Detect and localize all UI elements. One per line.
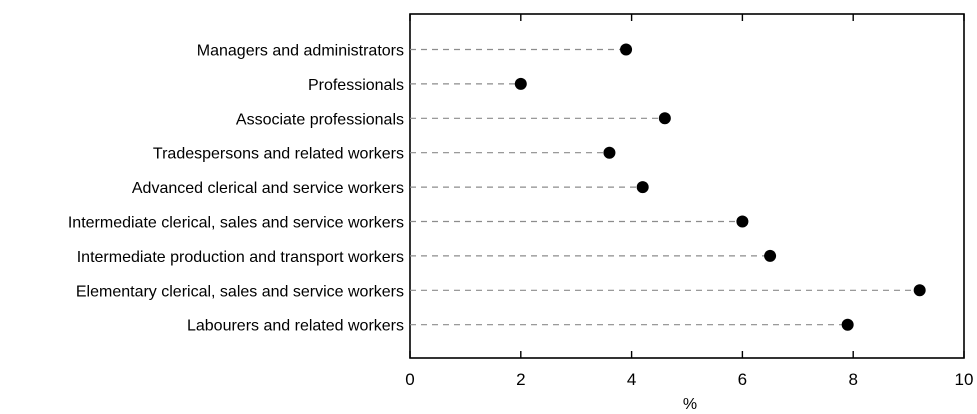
category-label: Intermediate production and transport wo… (77, 249, 404, 266)
x-axis-title: % (683, 396, 697, 413)
x-tick-label: 4 (627, 370, 636, 389)
x-tick-label: 0 (405, 370, 414, 389)
x-tick-labels: 0 2 4 6 8 10 (405, 370, 973, 389)
data-point (764, 249, 777, 262)
category-label: Labourers and related workers (187, 318, 404, 335)
category-label: Associate professionals (236, 111, 404, 128)
data-point (913, 284, 926, 297)
axis-ticks (409, 14, 965, 358)
x-tick-label: 8 (848, 370, 857, 389)
category-label: Tradespersons and related workers (153, 146, 404, 163)
data-point (636, 181, 649, 194)
data-point (620, 43, 633, 56)
category-labels: Managers and administrators Professionals… (68, 43, 404, 335)
plot-frame (409, 13, 965, 359)
data-point (841, 318, 854, 331)
category-label: Managers and administrators (197, 43, 404, 60)
data-points (514, 43, 926, 331)
category-label: Elementary clerical, sales and service w… (76, 283, 404, 300)
data-point (658, 112, 671, 125)
leader-lines (410, 48, 920, 326)
category-label: Intermediate clerical, sales and service… (68, 215, 404, 232)
data-point (736, 215, 749, 228)
x-tick-label: 10 (955, 370, 974, 389)
category-label: Advanced clerical and service workers (132, 180, 404, 197)
category-label: Professionals (308, 77, 404, 94)
x-tick-label: 2 (516, 370, 525, 389)
data-point (603, 146, 616, 159)
x-tick-label: 6 (738, 370, 747, 389)
data-point (514, 77, 527, 90)
